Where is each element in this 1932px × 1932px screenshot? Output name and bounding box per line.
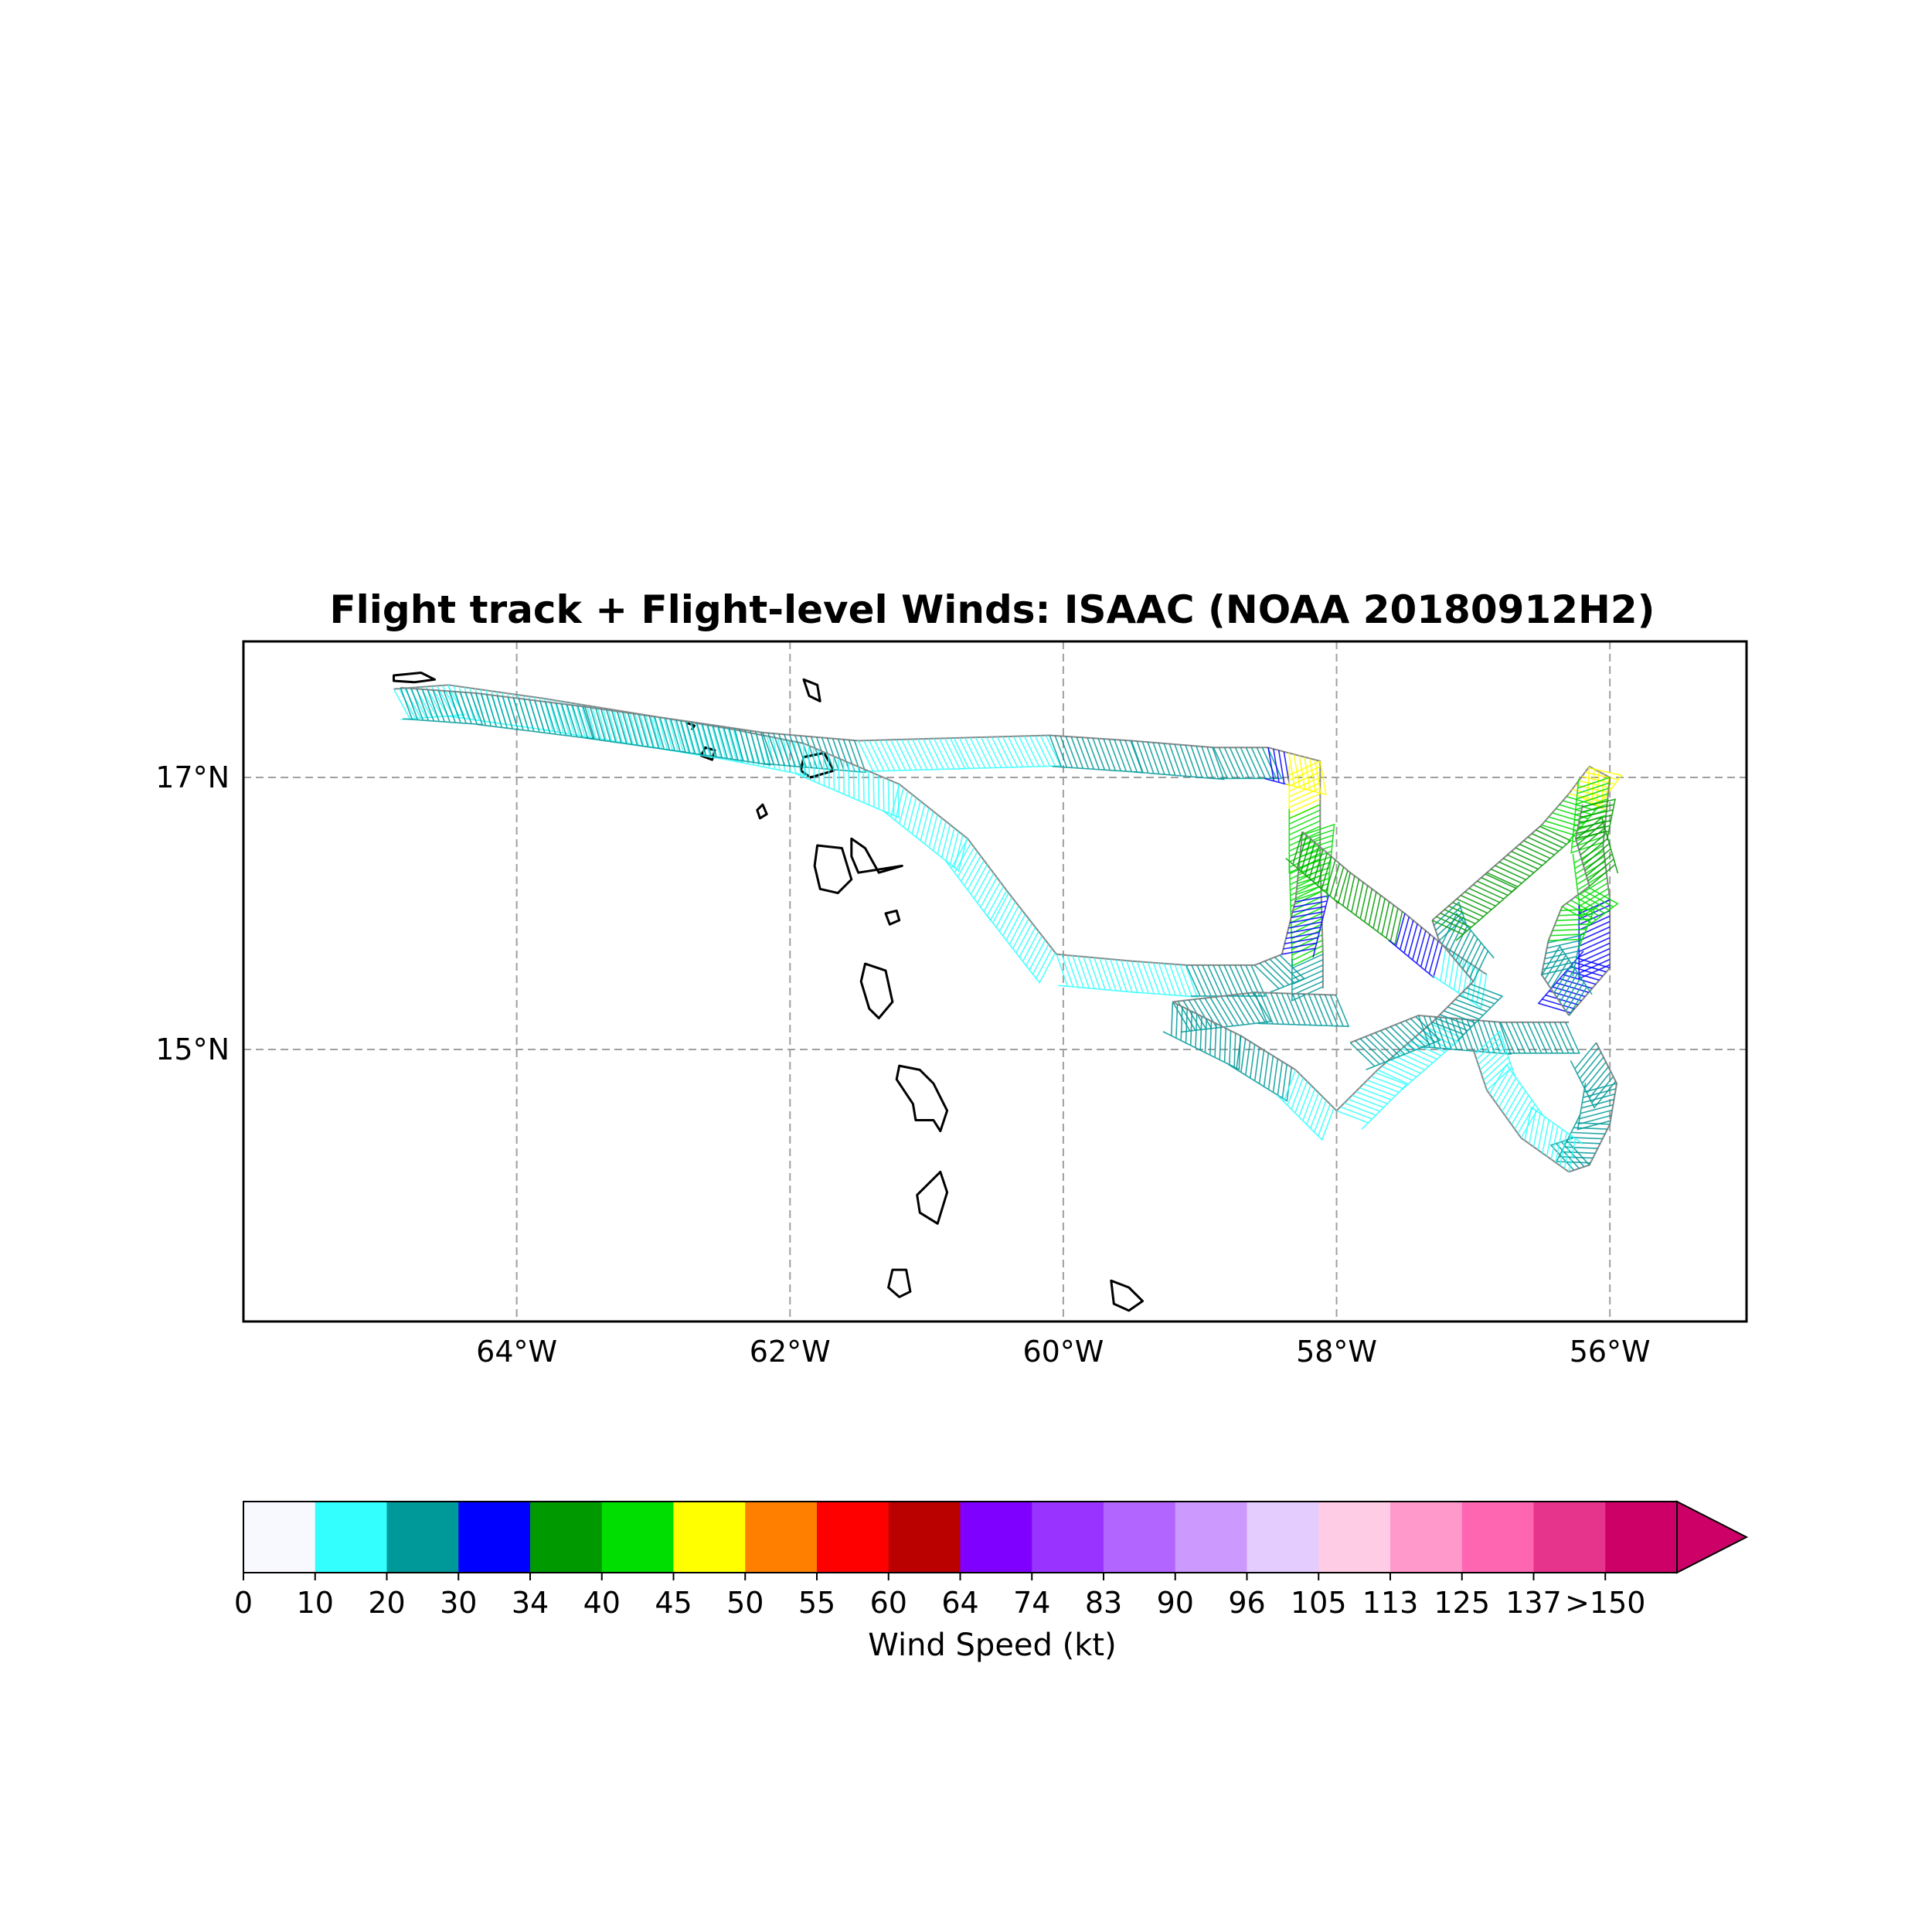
- colorbar-tick-label: 40: [583, 1586, 621, 1620]
- coastlines: [393, 672, 1144, 1312]
- colorbar-tick-label: 96: [1228, 1586, 1265, 1620]
- colorbar-tick-label: >150: [1565, 1586, 1645, 1620]
- colorbar-swatch: [315, 1502, 388, 1573]
- map-frame: [242, 640, 1748, 1323]
- colorbar-swatches: [243, 1500, 1749, 1574]
- colorbar-tick-label: 74: [1013, 1586, 1050, 1620]
- track-segment: [1472, 1030, 1583, 1173]
- colorbar-swatch: [601, 1502, 675, 1573]
- colorbar-tick-label: 55: [798, 1586, 835, 1620]
- track-segment: [400, 686, 867, 774]
- colorbar-tick-label: 10: [297, 1586, 334, 1620]
- lon-tick-label: 64°W: [476, 1335, 557, 1369]
- track-segment: [795, 743, 1057, 985]
- colorbar-swatch: [1104, 1502, 1176, 1573]
- lat-tick-label: 15°N: [155, 1032, 230, 1066]
- colorbar-tick-label: 34: [512, 1586, 549, 1620]
- colorbar-swatch: [530, 1502, 603, 1573]
- colorbar-swatch: [1318, 1502, 1391, 1573]
- colorbar-swatch: [1390, 1502, 1463, 1573]
- colorbar-swatch: [1247, 1502, 1319, 1573]
- colorbar-swatch: [458, 1502, 531, 1573]
- island-outline: [393, 672, 436, 684]
- track-segment: [1431, 824, 1572, 941]
- colorbar-swatch: [745, 1502, 818, 1573]
- track-segment: [1285, 831, 1406, 946]
- track-segment: [1049, 734, 1283, 781]
- colorbar-swatch: [243, 1502, 316, 1573]
- island-outline: [895, 1064, 949, 1133]
- colorbar-tick-label: 20: [368, 1586, 405, 1620]
- colorbar-swatch: [1605, 1502, 1678, 1573]
- flight-track: [393, 684, 1623, 1173]
- colorbar: 0 10 20 30 34 40 45 50 55 60 64 74 83 90 96 105 113 125 13…: [234, 1500, 1749, 1663]
- graticule: [243, 641, 1747, 1321]
- lon-tick-label: 60°W: [1022, 1335, 1104, 1369]
- track-segment: [1547, 885, 1619, 948]
- longitude-tick-labels: 64°W 62°W 60°W 58°W 56°W: [476, 1335, 1650, 1369]
- track-segment: [1264, 747, 1291, 786]
- lon-tick-label: 58°W: [1296, 1335, 1377, 1369]
- colorbar-tick-label: 30: [440, 1586, 477, 1620]
- island-outline: [1110, 1279, 1144, 1312]
- island-outline: [916, 1170, 949, 1225]
- island-outline: [799, 751, 835, 779]
- colorbar-label: Wind Speed (kt): [868, 1628, 1116, 1663]
- colorbar-tick-label: 45: [655, 1586, 692, 1620]
- colorbar-tick-label: 50: [726, 1586, 764, 1620]
- track-segment: [1431, 901, 1504, 1042]
- lon-tick-label: 62°W: [750, 1335, 831, 1369]
- island-outline: [813, 844, 853, 895]
- colorbar-tick-label: 137: [1505, 1586, 1562, 1620]
- colorbar-tick-label: 125: [1434, 1586, 1490, 1620]
- colorbar-swatch: [1032, 1502, 1104, 1573]
- colorbar-swatch: [960, 1502, 1032, 1573]
- colorbar-swatch: [1175, 1502, 1248, 1573]
- lat-tick-label: 17°N: [155, 760, 230, 794]
- colorbar-tick-label: 113: [1362, 1586, 1419, 1620]
- island-outline: [802, 678, 821, 702]
- colorbar-swatch: [386, 1502, 459, 1573]
- colorbar-tick-label: 64: [941, 1586, 978, 1620]
- colorbar-tick-label: 60: [870, 1586, 907, 1620]
- map-panel: 64°W 62°W 60°W 58°W 56°W 17°N 15°N: [155, 640, 1748, 1369]
- colorbar-tick-label: 105: [1291, 1586, 1347, 1620]
- colorbar-tick-label: 90: [1157, 1586, 1194, 1620]
- island-outline: [756, 803, 768, 820]
- colorbar-tick-label: 83: [1085, 1586, 1122, 1620]
- colorbar-tick-label: 0: [234, 1586, 253, 1620]
- track-segment: [1281, 895, 1330, 957]
- latitude-tick-labels: 17°N 15°N: [155, 760, 230, 1066]
- island-outline: [699, 746, 716, 761]
- track-segment: [1574, 798, 1619, 887]
- island-outline: [850, 837, 903, 874]
- lon-tick-label: 56°W: [1570, 1335, 1651, 1369]
- island-outline: [884, 910, 901, 926]
- colorbar-tick-labels: 0 10 20 30 34 40 45 50 55 60 64 74 83 90 96 105 113 125 13…: [234, 1573, 1645, 1620]
- colorbar-swatch: [888, 1502, 961, 1573]
- track-segment: [1540, 934, 1593, 1016]
- figure-title: Flight track + Flight-level Winds: ISAAC…: [329, 587, 1655, 632]
- island-outline: [887, 1268, 912, 1298]
- colorbar-swatch: [1533, 1502, 1606, 1573]
- island-outline: [859, 962, 894, 1019]
- colorbar-swatch: [817, 1502, 889, 1573]
- colorbar-swatch: [673, 1502, 746, 1573]
- colorbar-swatch: [1461, 1502, 1535, 1573]
- track-segment: [1162, 1001, 1297, 1102]
